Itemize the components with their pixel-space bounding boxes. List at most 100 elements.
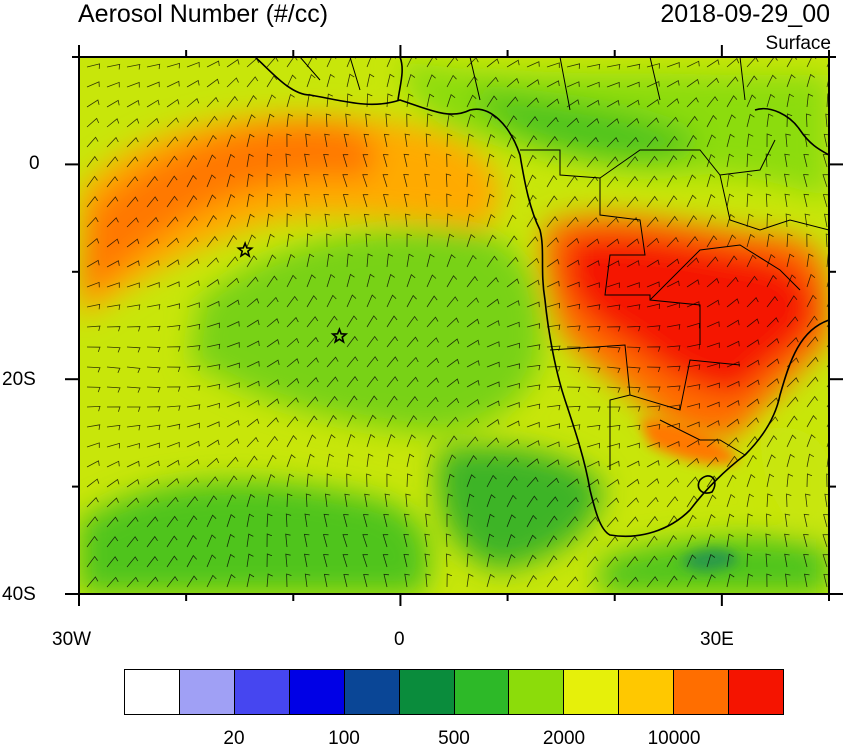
wind-barb [666, 496, 679, 508]
wind-barb [386, 315, 398, 328]
wind-barb [326, 473, 333, 488]
wind-barb [303, 533, 310, 548]
wind-barb [546, 280, 560, 288]
wind-barb [126, 442, 140, 449]
wind-barb [106, 516, 119, 528]
wind-barb [466, 493, 475, 508]
wind-barb [186, 554, 197, 568]
wind-barb [366, 73, 375, 88]
wind-barb [206, 257, 219, 268]
wind-barb [566, 424, 581, 430]
colorbar-label-10000: 10000 [647, 728, 701, 749]
wind-barb [526, 174, 537, 188]
wind-barb [686, 554, 697, 568]
wind-barb [446, 473, 455, 488]
wind-barb [266, 233, 275, 248]
wind-barb [406, 113, 412, 128]
wind-barb [822, 534, 829, 548]
wind-barb [266, 213, 274, 228]
wind-barb [803, 153, 809, 168]
wind-barb [586, 576, 599, 588]
wind-barb [686, 534, 697, 548]
vertical-level: Surface [765, 33, 831, 54]
wind-barb [266, 533, 273, 548]
wind-barb [406, 315, 418, 328]
wind-barb [346, 253, 353, 268]
wind-barb [206, 215, 217, 228]
wind-barb [286, 358, 300, 368]
wind-barb [746, 113, 755, 128]
wind-barb [806, 294, 817, 308]
wind-barb [765, 553, 771, 568]
wind-barb [166, 237, 179, 248]
wind-barb [586, 536, 599, 548]
lat-tick-40s: 40S [2, 584, 36, 605]
wind-barb [426, 57, 438, 68]
wind-barb [246, 418, 260, 428]
wind-barb [822, 154, 829, 168]
wind-barb [526, 323, 541, 329]
wind-barb [446, 317, 459, 328]
wind-barb [425, 133, 432, 148]
wind-barb [726, 573, 735, 588]
wind-barb [546, 258, 560, 268]
wind-barb [424, 153, 431, 168]
wind-barb [646, 441, 660, 448]
wind-barb [486, 456, 499, 468]
wind-barb [446, 296, 459, 308]
wind-barb [86, 516, 99, 528]
wind-barb [606, 516, 619, 528]
wind-barb [285, 173, 291, 188]
wind-barb [726, 380, 740, 388]
wind-barb [486, 193, 495, 208]
wind-barb [226, 438, 240, 448]
wind-barb [586, 238, 600, 248]
wind-barb [666, 258, 680, 268]
wind-barb [586, 366, 601, 373]
wind-barb [746, 339, 760, 348]
wind-barb [106, 424, 121, 431]
wind-barb [166, 346, 181, 352]
wind-barb [166, 386, 181, 392]
wind-barb [403, 513, 410, 528]
wind-barb [286, 57, 298, 68]
wind-barb [766, 358, 780, 368]
wind-barb [366, 294, 377, 308]
wind-barb [382, 534, 389, 548]
wind-barb [306, 473, 313, 488]
wind-barb [626, 536, 639, 548]
wind-barb [586, 81, 600, 88]
wind-barb [106, 260, 120, 268]
wind-barb [266, 359, 280, 368]
wind-barb [426, 473, 434, 488]
wind-barb [186, 155, 198, 168]
wind-barb [382, 554, 389, 568]
wind-barb [606, 81, 620, 88]
wind-barb [626, 406, 641, 412]
wind-barb [206, 402, 220, 409]
wind-barb [306, 453, 315, 468]
wind-barb [246, 173, 254, 188]
wind-barb [406, 356, 419, 368]
wind-barb [226, 514, 236, 528]
wind-barb [766, 113, 774, 128]
wind-barb [785, 213, 792, 228]
wind-barb [206, 421, 220, 428]
wind-barb [106, 346, 121, 353]
wind-barb [606, 156, 619, 168]
wind-barb [186, 280, 200, 288]
wind-barb [666, 515, 678, 528]
wind-barb [386, 294, 397, 308]
wind-barb [266, 339, 280, 348]
wind-barb [266, 94, 276, 108]
wind-barb [706, 456, 719, 468]
colorbar-swatch [454, 670, 510, 714]
wind-barb [586, 478, 600, 488]
wind-barb [266, 417, 279, 428]
wind-barb [344, 493, 350, 508]
wind-barb [586, 156, 599, 168]
wind-barb [586, 282, 600, 288]
wind-barb [546, 98, 560, 108]
wind-barb [226, 475, 238, 488]
wind-barb [342, 534, 349, 548]
